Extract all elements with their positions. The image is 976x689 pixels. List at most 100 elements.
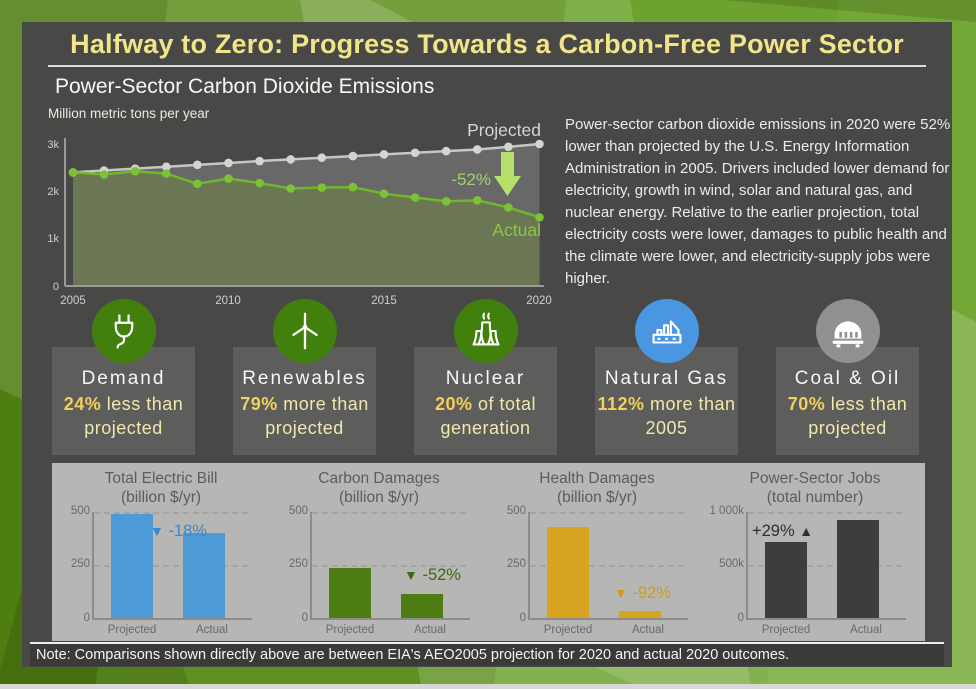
stat-text: less than projected bbox=[808, 394, 908, 438]
stat-natural-gas: Natural Gas 112% more than 2005 bbox=[595, 299, 738, 477]
x-axis-labels: Projected Actual bbox=[761, 623, 882, 636]
y-tick: 0 bbox=[737, 611, 744, 624]
y-tick-0: 0 bbox=[53, 281, 59, 293]
stats-row: Demand 24% less than projected Renewable… bbox=[52, 299, 919, 477]
chart-plot-area: 500 250 0 ▼ -52% bbox=[289, 505, 470, 624]
x-axis-labels: Projected Actual bbox=[543, 623, 664, 636]
chart-plot-area: 500 250 0 ▼ -92% bbox=[507, 505, 688, 624]
chart-health-damages: Health Damages (billion $/yr) 500 250 0 ▼… bbox=[488, 470, 706, 641]
y-tick: 500k bbox=[719, 557, 744, 570]
change-annotation: +29% ▲ bbox=[752, 521, 814, 540]
bottom-edge-strip bbox=[0, 684, 976, 689]
chart-title: Carbon Damages (billion $/yr) bbox=[318, 470, 440, 506]
projected-series-label: Projected bbox=[467, 122, 541, 140]
y-tick: 250 bbox=[506, 557, 526, 570]
actual-bar bbox=[183, 532, 225, 618]
stat-renewables: Renewables 79% more than projected bbox=[233, 299, 376, 477]
decrease-triangle-icon: ▼ bbox=[150, 522, 164, 539]
emissions-chart-series bbox=[68, 139, 544, 286]
chart-power-sector-jobs: Power-Sector Jobs (total number) 1 000k 5… bbox=[706, 470, 924, 641]
chart-title: Total Electric Bill (billion $/yr) bbox=[104, 470, 218, 506]
y-tick-2k: 2k bbox=[47, 186, 59, 198]
x-axis-labels: Projected Actual bbox=[325, 623, 446, 636]
stat-demand: Demand 24% less than projected bbox=[52, 299, 195, 477]
y-tick: 500 bbox=[288, 504, 308, 517]
stat-description: 112% more than 2005 bbox=[595, 393, 738, 441]
decrease-triangle-icon: ▼ bbox=[404, 566, 418, 583]
actual-series-label: Actual bbox=[492, 220, 541, 240]
stat-value: 20% bbox=[434, 394, 473, 414]
change-annotation: ▼ -92% bbox=[614, 583, 671, 602]
y-tick: 500 bbox=[506, 504, 526, 517]
title-divider bbox=[48, 65, 926, 67]
stat-description: 20% of total generation bbox=[414, 393, 557, 441]
emissions-y-axis-label: Million metric tons per year bbox=[48, 106, 210, 121]
gridline bbox=[530, 511, 684, 514]
x-axis-labels: Projected Actual bbox=[107, 623, 228, 636]
stat-card: Natural Gas 112% more than 2005 bbox=[595, 347, 738, 455]
stat-text: less than projected bbox=[84, 394, 184, 438]
stat-text: more than projected bbox=[265, 394, 369, 438]
change-annotation: ▼ -52% bbox=[404, 565, 461, 584]
summary-paragraph: Power-sector carbon dioxide emissions in… bbox=[565, 116, 951, 288]
stat-description: 24% less than projected bbox=[52, 393, 195, 441]
y-tick: 0 bbox=[301, 611, 308, 624]
x-tick-2010: 2010 bbox=[215, 295, 241, 307]
x-tick-2020: 2020 bbox=[526, 295, 552, 307]
down-arrow-icon bbox=[494, 152, 521, 196]
actual-bar bbox=[401, 593, 443, 618]
stat-card: Demand 24% less than projected bbox=[52, 347, 195, 455]
y-tick-3k: 3k bbox=[47, 139, 59, 151]
chart-plot-area: 1 000k 500k 0 +29% ▲ bbox=[709, 505, 906, 624]
emissions-change-label: -52% bbox=[451, 170, 491, 189]
wind-turbine-icon bbox=[272, 299, 337, 363]
stat-description: 70% less than projected bbox=[776, 393, 919, 441]
chart-total-electric-bill: Total Electric Bill (billion $/yr) 500 25… bbox=[52, 470, 270, 641]
increase-triangle-icon: ▲ bbox=[799, 522, 814, 539]
stat-coal-oil: Coal & Oil 70% less than projected bbox=[776, 299, 919, 477]
stat-value: 79% bbox=[240, 394, 278, 414]
projected-bar bbox=[111, 513, 153, 618]
section-title-emissions: Power-Sector Carbon Dioxide Emissions bbox=[55, 75, 435, 98]
stat-nuclear: Nuclear 20% of total generation bbox=[414, 299, 557, 477]
main-panel: Halfway to Zero: Progress Towards a Carb… bbox=[22, 22, 952, 667]
stat-card: Coal & Oil 70% less than projected bbox=[776, 347, 919, 455]
stat-text: of total generation bbox=[440, 394, 537, 438]
projected-bar bbox=[765, 541, 807, 618]
gridline bbox=[748, 564, 902, 567]
stat-label: Demand bbox=[81, 368, 166, 389]
y-tick: 0 bbox=[83, 611, 90, 624]
change-annotation: ▼ -18% bbox=[150, 521, 207, 540]
gridline bbox=[312, 564, 466, 567]
actual-bar bbox=[837, 519, 879, 618]
stat-description: 79% more than projected bbox=[233, 393, 376, 441]
gridline bbox=[530, 564, 684, 567]
actual-bar bbox=[619, 610, 661, 618]
stat-label: Renewables bbox=[242, 368, 367, 389]
gridline bbox=[94, 511, 248, 514]
gridline bbox=[94, 564, 248, 567]
y-tick: 1 000k bbox=[709, 504, 744, 517]
x-tick-2005: 2005 bbox=[60, 295, 86, 307]
factory-icon bbox=[634, 299, 699, 363]
y-tick: 0 bbox=[519, 611, 526, 624]
stat-label: Natural Gas bbox=[604, 368, 729, 389]
gridline bbox=[748, 511, 902, 514]
y-tick: 250 bbox=[70, 557, 90, 570]
y-tick: 250 bbox=[288, 557, 308, 570]
projected-bar bbox=[547, 526, 589, 618]
footnote: Note: Comparisons shown directly above a… bbox=[30, 642, 944, 666]
y-tick: 500 bbox=[70, 504, 90, 517]
emissions-line-chart: 3k 2k 1k 0 2005 2010 2015 2020 Projected… bbox=[35, 120, 555, 319]
plug-icon bbox=[91, 299, 156, 363]
stat-value: 112% bbox=[597, 394, 645, 414]
stat-label: Coal & Oil bbox=[794, 368, 901, 389]
stat-value: 24% bbox=[63, 394, 102, 414]
stat-value: 70% bbox=[787, 394, 826, 414]
cooling-tower-icon bbox=[453, 299, 518, 363]
chart-carbon-damages: Carbon Damages (billion $/yr) 500 250 0 ▼… bbox=[270, 470, 488, 641]
coal-car-icon bbox=[815, 299, 880, 363]
stat-card: Renewables 79% more than projected bbox=[233, 347, 376, 455]
chart-title: Health Damages (billion $/yr) bbox=[539, 470, 655, 506]
